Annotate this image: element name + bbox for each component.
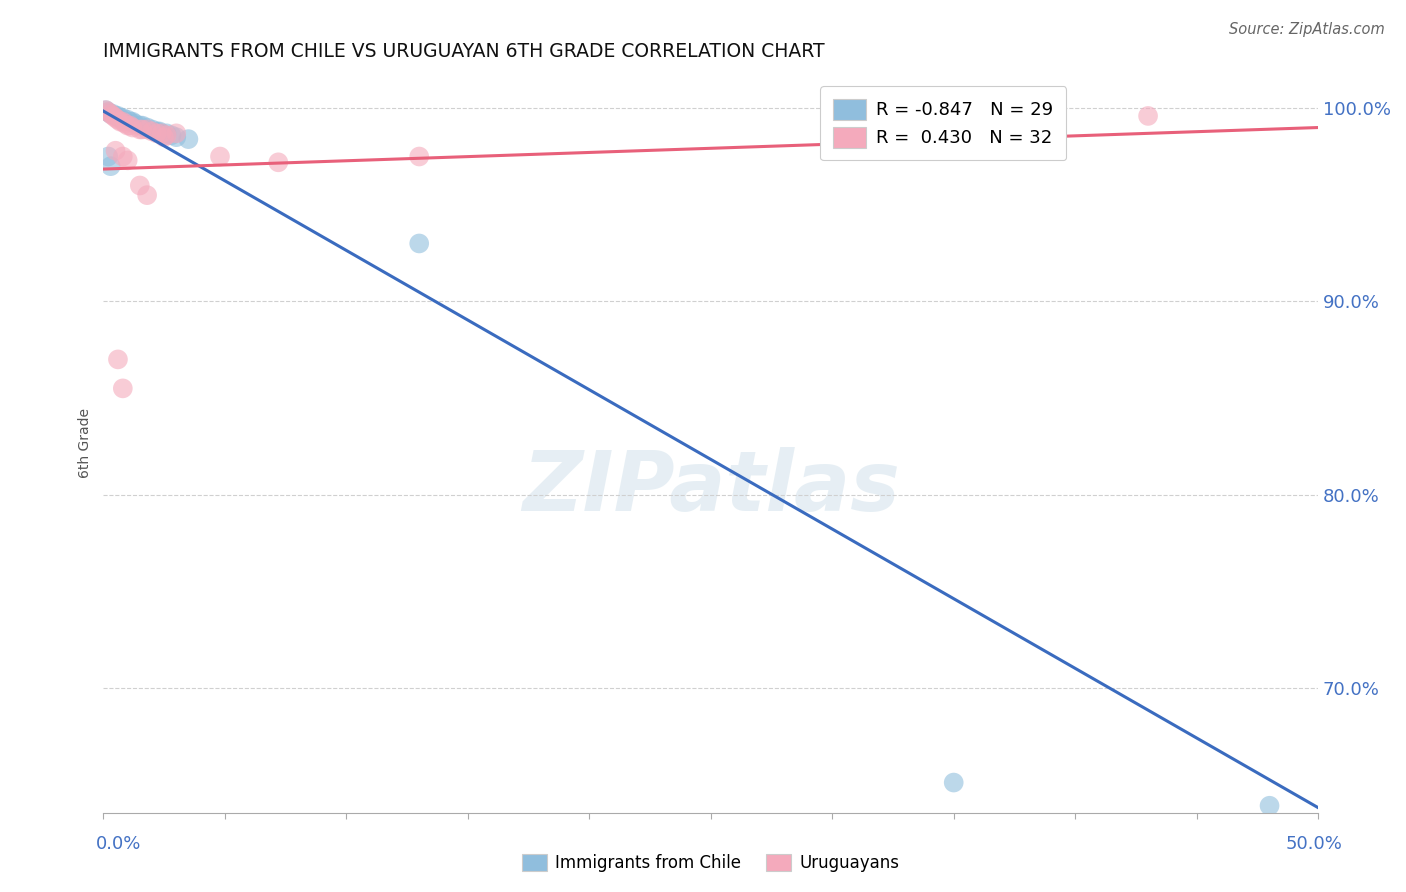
Point bbox=[208, 149, 231, 163]
Point bbox=[128, 122, 150, 136]
Point bbox=[136, 188, 159, 202]
Point bbox=[121, 114, 143, 128]
Point bbox=[111, 111, 134, 125]
Point bbox=[117, 112, 139, 127]
Point bbox=[114, 117, 136, 131]
Point bbox=[128, 119, 150, 133]
Point bbox=[117, 153, 139, 168]
Point bbox=[146, 124, 169, 138]
Point bbox=[150, 126, 173, 140]
Point bbox=[141, 124, 163, 138]
Point bbox=[120, 119, 142, 133]
Point bbox=[94, 103, 117, 117]
Point bbox=[107, 109, 129, 123]
Point bbox=[155, 126, 177, 140]
Point bbox=[100, 107, 122, 121]
Point bbox=[165, 130, 187, 145]
Point bbox=[160, 128, 183, 143]
Legend: R = -0.847   N = 29, R =  0.430   N = 32: R = -0.847 N = 29, R = 0.430 N = 32 bbox=[821, 87, 1066, 161]
Point bbox=[1137, 109, 1160, 123]
Point bbox=[104, 109, 127, 123]
Point bbox=[124, 117, 146, 131]
Point bbox=[136, 122, 159, 136]
Point bbox=[150, 126, 173, 140]
Point bbox=[128, 178, 150, 193]
Point bbox=[131, 119, 153, 133]
Point bbox=[1258, 798, 1281, 813]
Point bbox=[111, 381, 134, 395]
Point bbox=[408, 149, 430, 163]
Point bbox=[146, 126, 169, 140]
Point bbox=[155, 128, 177, 143]
Point bbox=[104, 144, 127, 158]
Point bbox=[165, 126, 187, 140]
Y-axis label: 6th Grade: 6th Grade bbox=[79, 409, 93, 478]
Point bbox=[100, 107, 122, 121]
Point bbox=[101, 109, 124, 123]
Point bbox=[136, 120, 159, 135]
Text: 0.0%: 0.0% bbox=[96, 835, 141, 853]
Text: 50.0%: 50.0% bbox=[1286, 835, 1343, 853]
Text: ZIPatlas: ZIPatlas bbox=[522, 448, 900, 528]
Point bbox=[148, 124, 170, 138]
Point bbox=[97, 149, 120, 163]
Point bbox=[101, 107, 124, 121]
Point bbox=[121, 120, 143, 135]
Point bbox=[100, 159, 122, 173]
Point bbox=[942, 775, 965, 789]
Point bbox=[153, 130, 176, 145]
Point bbox=[111, 149, 134, 163]
Text: IMMIGRANTS FROM CHILE VS URUGUAYAN 6TH GRADE CORRELATION CHART: IMMIGRANTS FROM CHILE VS URUGUAYAN 6TH G… bbox=[104, 42, 825, 61]
Point bbox=[267, 155, 290, 169]
Point bbox=[408, 236, 430, 251]
Point bbox=[107, 112, 129, 127]
Point bbox=[177, 132, 200, 146]
Point bbox=[131, 122, 153, 136]
Point bbox=[153, 128, 176, 143]
Point bbox=[120, 114, 142, 128]
Text: Source: ZipAtlas.com: Source: ZipAtlas.com bbox=[1229, 22, 1385, 37]
Point bbox=[111, 114, 134, 128]
Point bbox=[110, 111, 132, 125]
Point bbox=[97, 105, 120, 120]
Point bbox=[97, 105, 120, 120]
Point bbox=[117, 119, 139, 133]
Point bbox=[104, 111, 127, 125]
Point bbox=[110, 114, 132, 128]
Point bbox=[107, 352, 129, 367]
Point bbox=[94, 103, 117, 117]
Point bbox=[141, 122, 163, 136]
